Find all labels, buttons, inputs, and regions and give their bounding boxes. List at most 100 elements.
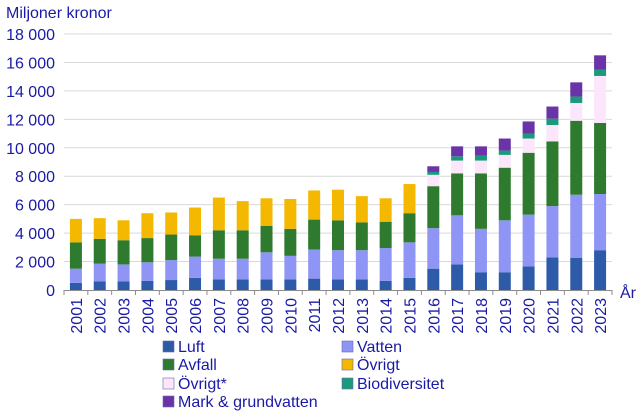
bar-segment-luft (165, 280, 178, 290)
x-axis-label: År (620, 283, 637, 302)
bar-segment-luft (474, 272, 487, 290)
bar-segment-luft (117, 281, 130, 290)
bar-segment-avfall (451, 173, 464, 216)
bar-segment-övrigt (212, 197, 225, 231)
bar-segment-vatten (379, 248, 392, 281)
bar-segment-biodiversitet (570, 96, 583, 103)
x-tick-label: 2018 (474, 298, 491, 334)
bar-segment-luft (141, 280, 154, 290)
bar-segment-luft (451, 264, 464, 290)
bars (69, 55, 607, 290)
bar-segment-luft (93, 281, 106, 290)
bar-segment-vatten (498, 220, 511, 273)
bar-segment-avfall (212, 230, 225, 259)
bar-segment-övrigt (165, 212, 178, 235)
x-axis: 2001 2002 2003 2004 2005 2006 2007 2008 2009 2010… (63, 290, 613, 334)
bar-segment-biodiversitet (427, 171, 440, 175)
y-tick-label: 0 (46, 283, 55, 300)
legend-label: Biodiversitet (357, 376, 445, 393)
bar-segment-övrigt (117, 220, 130, 241)
bar-segment-mark-grundvatten (594, 55, 607, 70)
legend-swatch (341, 340, 354, 353)
bar-segment-vatten (189, 256, 202, 278)
x-tick-label: 2021 (545, 298, 562, 334)
bar-segment-avfall (498, 167, 511, 221)
bar-segment-övrigt- (522, 138, 535, 153)
x-tick-label: 2003 (117, 298, 134, 334)
legend-label: Vatten (357, 339, 402, 356)
bar-segment-vatten (570, 194, 583, 258)
bar-segment-biodiversitet (498, 150, 511, 155)
bar-segment-avfall (165, 234, 178, 261)
x-tick-label: 2009 (260, 298, 277, 334)
bar-segment-avfall (474, 173, 487, 229)
bar-segment-avfall (284, 228, 297, 256)
bar-segment-mark-grundvatten (451, 146, 464, 157)
bar-segment-övrigt (236, 201, 249, 231)
bar-segment-avfall (570, 120, 583, 195)
x-tick-label: 2015 (402, 298, 419, 334)
bar-segment-övrigt (379, 198, 392, 222)
bar-segment-vatten (451, 215, 464, 265)
bar-segment-luft (355, 279, 368, 290)
y-axis-label: Miljoner kronor (6, 5, 112, 22)
bar-segment-vatten (474, 228, 487, 273)
bar-segment-vatten (260, 252, 273, 280)
bar-segment-avfall (427, 186, 440, 229)
bar-segment-vatten (546, 206, 559, 258)
bar-segment-luft (189, 277, 202, 290)
bar-segment-biodiversitet (522, 133, 535, 139)
y-tick-label: 8 000 (15, 169, 55, 186)
bar-segment-övrigt- (451, 160, 464, 174)
bar-segment-avfall (403, 213, 416, 243)
legend-swatch (341, 358, 354, 371)
bar-segment-övrigt (260, 198, 273, 226)
y-tick-label: 16 000 (6, 55, 55, 72)
x-tick-label: 2004 (140, 298, 157, 334)
bar-segment-vatten (332, 250, 344, 280)
legend-label: Mark & grundvatten (178, 394, 318, 411)
bar-segment-avfall (522, 152, 535, 215)
bar-segment-övrigt- (570, 102, 583, 121)
bar-segment-luft (546, 257, 559, 290)
bar-segment-biodiversitet (451, 156, 464, 161)
bar-segment-vatten (403, 242, 416, 278)
y-tick-label: 18 000 (6, 27, 55, 44)
bar-segment-mark-grundvatten (570, 82, 583, 97)
bar-segment-övrigt- (498, 154, 511, 168)
bar-segment-luft (284, 279, 297, 290)
bar-segment-avfall (141, 238, 154, 263)
bar-segment-biodiversitet (546, 118, 559, 126)
bar-segment-luft (403, 277, 416, 290)
x-tick-label: 2010 (283, 298, 300, 334)
bar-segment-luft (308, 278, 321, 290)
x-tick-label: 2014 (379, 298, 396, 334)
bar-segment-avfall (189, 235, 202, 257)
legend-label: Övrigt (357, 356, 400, 374)
bar-segment-luft (260, 279, 273, 290)
x-tick-label: 2023 (593, 298, 610, 334)
bar-segment-vatten (165, 260, 178, 281)
bar-segment-övrigt (189, 207, 202, 236)
bar-segment-avfall (546, 141, 559, 207)
bar-segment-biodiversitet (594, 69, 607, 76)
bar-segment-avfall (93, 238, 106, 264)
bar-segment-vatten (355, 250, 368, 280)
bar-segment-avfall (355, 222, 368, 251)
bar-segment-övrigt (284, 198, 297, 229)
x-tick-label: 2005 (164, 298, 181, 334)
bar-segment-luft (236, 279, 249, 290)
bar-segment-vatten (69, 268, 82, 283)
bar-segment-mark-grundvatten (474, 146, 487, 156)
legend-swatch (162, 340, 175, 353)
bar-segment-vatten (308, 249, 321, 279)
bar-segment-övrigt- (427, 174, 440, 187)
x-tick-label: 2016 (426, 298, 443, 334)
legend-swatch (341, 377, 354, 390)
y-tick-label: 2 000 (15, 255, 55, 272)
bar-segment-vatten (93, 263, 106, 282)
bar-segment-övrigt (403, 184, 416, 214)
bar-segment-avfall (332, 220, 344, 251)
gridlines (64, 33, 612, 263)
